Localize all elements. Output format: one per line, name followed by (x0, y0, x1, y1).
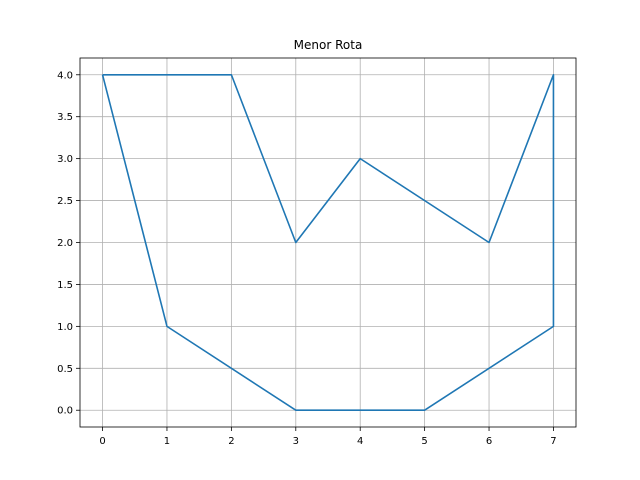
route-line (101, 73, 555, 412)
y-tick-label: 1.5 (57, 280, 73, 291)
x-tick-label: 6 (486, 436, 492, 447)
y-tick-label: 3.0 (57, 154, 73, 165)
y-tick-label: 4.0 (57, 70, 73, 81)
x-tick-label: 4 (357, 436, 363, 447)
series-layer (101, 73, 555, 412)
x-axis: 0 1 2 3 4 5 6 7 (99, 427, 557, 447)
y-tick-label: 1.0 (57, 322, 73, 333)
chart-title: Menor Rota (294, 38, 363, 52)
x-tick-label: 5 (421, 436, 427, 447)
y-tick-label: 2.5 (57, 196, 73, 207)
x-tick-label: 0 (99, 436, 105, 447)
y-tick-label: 3.5 (57, 112, 73, 123)
x-tick-label: 3 (293, 436, 299, 447)
y-tick-label: 2.0 (57, 238, 73, 249)
x-tick-label: 1 (164, 436, 170, 447)
x-tick-label: 2 (228, 436, 234, 447)
y-tick-label: 0.5 (57, 364, 73, 375)
x-tick-label: 7 (550, 436, 556, 447)
y-axis: 0.0 0.5 1.0 1.5 2.0 2.5 3.0 3.5 4.0 (57, 70, 80, 417)
y-tick-label: 0.0 (57, 406, 73, 417)
